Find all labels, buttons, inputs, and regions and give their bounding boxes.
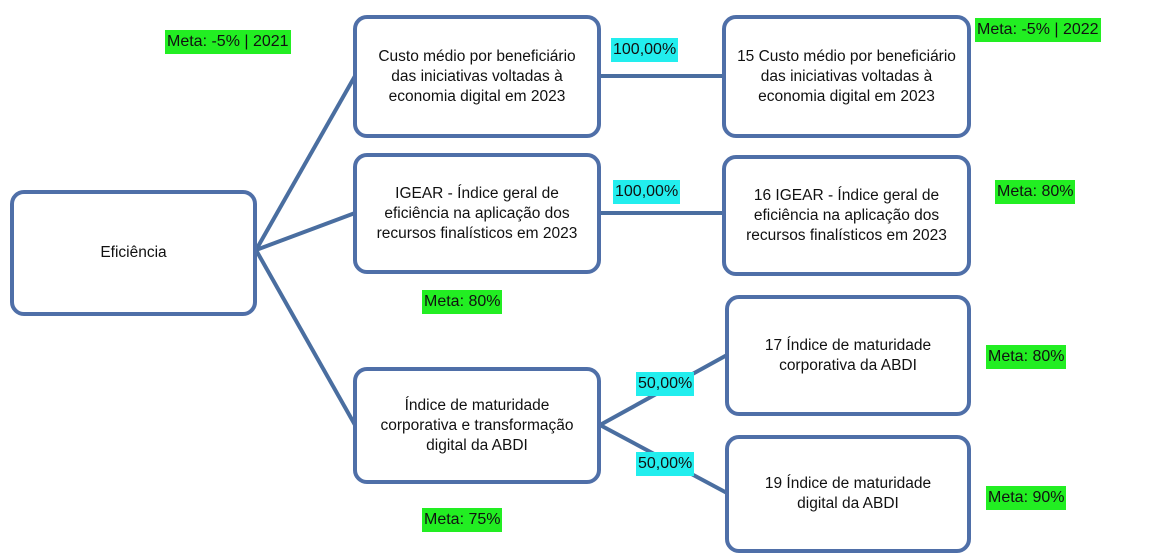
node: Índice de maturidade corporativa e trans… [353,367,601,484]
weight-label: 100,00% [613,180,681,204]
weight-label: 100,00% [611,38,679,62]
weight-label: 50,00% [636,372,695,396]
connector [254,75,357,251]
meta-label: Meta: 80% [995,180,1076,204]
node: 17 Índice de maturidade corporativa da A… [725,295,971,416]
meta-label: Meta: 90% [986,486,1067,510]
node: 15 Custo médio por beneficiário das inic… [722,15,971,138]
connector [254,249,357,426]
meta-label: Meta: -5% | 2021 [165,30,291,54]
node: Eficiência [10,190,257,316]
meta-label: Meta: 80% [986,345,1067,369]
node: 16 IGEAR - Índice geral de eficiência na… [722,155,971,276]
node: 19 Índice de maturidade digital da ABDI [725,435,971,553]
connector [255,211,356,252]
node: IGEAR - Índice geral de eficiência na ap… [353,153,601,274]
meta-label: Meta: 75% [422,508,503,532]
weight-label: 50,00% [636,452,695,476]
node: Custo médio por beneficiário das iniciat… [353,15,601,138]
meta-label: Meta: -5% | 2022 [975,18,1101,42]
meta-label: Meta: 80% [422,290,503,314]
